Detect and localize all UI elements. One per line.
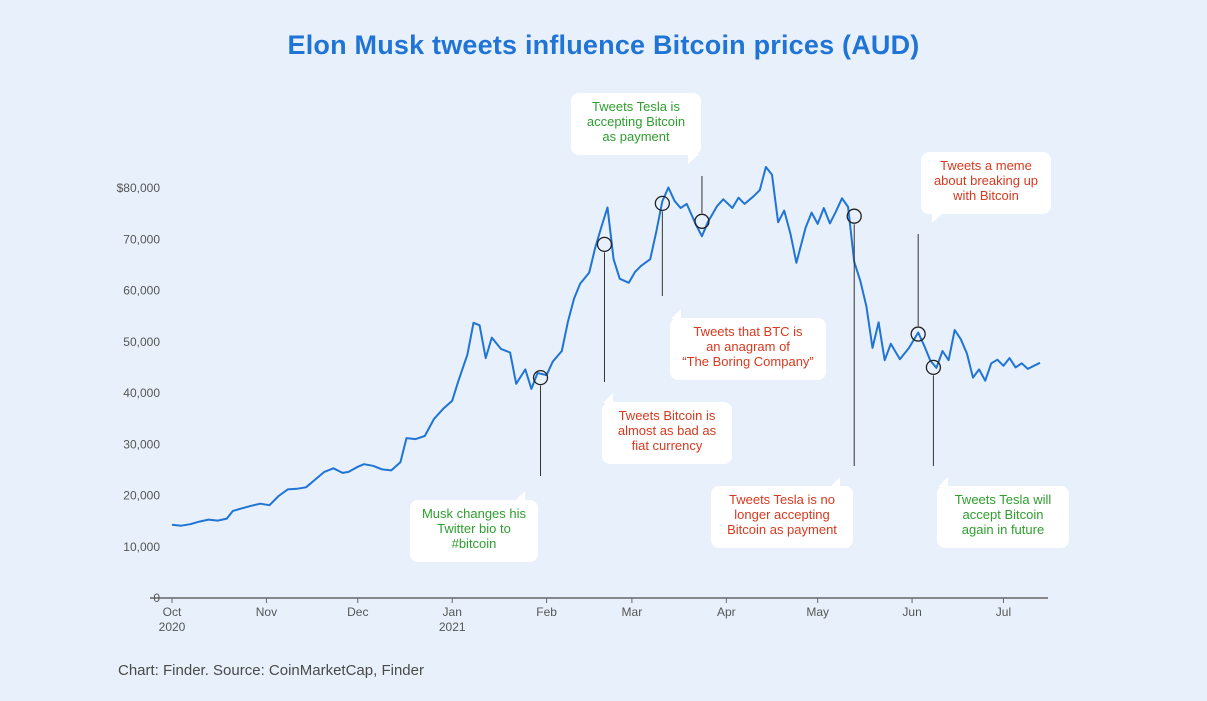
annotation-text: Tweets a meme bbox=[940, 158, 1032, 173]
annotation-text: Tweets Tesla will bbox=[955, 492, 1052, 507]
annotation-text: an anagram of bbox=[706, 339, 790, 354]
x-tick-label: May bbox=[806, 605, 829, 619]
chart-source: Chart: Finder. Source: CoinMarketCap, Fi… bbox=[118, 662, 424, 679]
annotation-marker bbox=[596, 236, 613, 253]
annotation-text: about breaking up bbox=[934, 173, 1038, 188]
annotation-text: Tweets that BTC is bbox=[693, 324, 803, 339]
annotation-text: almost as bad as bbox=[618, 423, 717, 438]
x-tick-label: Apr bbox=[717, 605, 736, 619]
x-tick-year-label: 2021 bbox=[439, 620, 466, 634]
annotation-text: #bitcoin bbox=[452, 536, 497, 551]
btc-price-line bbox=[171, 166, 1041, 527]
y-tick-label: 60,000 bbox=[123, 284, 160, 298]
annotation-text: accept Bitcoin bbox=[963, 507, 1044, 522]
x-tick-label: Feb bbox=[536, 605, 557, 619]
annotation-text: as payment bbox=[602, 129, 670, 144]
y-tick-label: $80,000 bbox=[117, 181, 161, 195]
annotation-tail bbox=[932, 213, 943, 223]
x-tick-label: Jan bbox=[443, 605, 462, 619]
annotation-marker bbox=[694, 213, 710, 229]
chart-title: Elon Musk tweets influence Bitcoin price… bbox=[287, 30, 920, 60]
annotation-tail bbox=[603, 393, 613, 403]
annotation-text: Tweets Tesla is bbox=[592, 99, 680, 114]
annotation-tail bbox=[671, 309, 681, 319]
annotation-text: with Bitcoin bbox=[952, 188, 1019, 203]
x-tick-year-label: 2020 bbox=[159, 620, 186, 634]
x-tick-label: Jul bbox=[996, 605, 1011, 619]
annotation-box bbox=[937, 486, 1069, 548]
annotation-tail bbox=[938, 477, 948, 487]
annotation-marker bbox=[910, 326, 926, 342]
x-tick-label: Jun bbox=[902, 605, 921, 619]
annotation-tail bbox=[515, 491, 525, 501]
annotation-text: “The Boring Company” bbox=[682, 354, 814, 369]
y-tick-label: 0 bbox=[153, 591, 160, 605]
annotation-marker bbox=[532, 369, 549, 386]
annotation-text: accepting Bitcoin bbox=[587, 114, 685, 129]
x-tick-label: Dec bbox=[347, 605, 368, 619]
y-tick-label: 50,000 bbox=[123, 335, 160, 349]
annotation-box bbox=[602, 402, 732, 464]
annotation-tail bbox=[830, 477, 840, 487]
x-tick-label: Nov bbox=[256, 605, 277, 619]
annotation-text: again in future bbox=[962, 522, 1044, 537]
annotation-text: longer accepting bbox=[734, 507, 829, 522]
annotation-box bbox=[571, 93, 701, 155]
annotation-text: fiat currency bbox=[632, 438, 703, 453]
y-tick-label: 30,000 bbox=[123, 437, 160, 451]
annotation-text: Tweets Tesla is no bbox=[729, 492, 835, 507]
y-tick-label: 70,000 bbox=[123, 232, 160, 246]
annotation-box bbox=[410, 500, 538, 562]
annotation-box bbox=[921, 152, 1051, 214]
annotation-marker bbox=[846, 208, 862, 224]
annotation-marker bbox=[925, 359, 942, 376]
x-tick-label: Oct bbox=[163, 605, 182, 619]
x-tick-label: Mar bbox=[622, 605, 643, 619]
annotation-box bbox=[711, 486, 853, 548]
annotation-tail bbox=[688, 154, 699, 164]
annotation-text: Musk changes his bbox=[422, 506, 527, 521]
y-tick-label: 20,000 bbox=[123, 489, 160, 503]
annotation-text: Tweets Bitcoin is bbox=[619, 408, 716, 423]
annotation-text: Bitcoin as payment bbox=[727, 522, 837, 537]
annotation-marker bbox=[654, 195, 670, 212]
annotation-text: Twitter bio to bbox=[437, 521, 511, 536]
annotation-box bbox=[670, 318, 826, 380]
y-tick-label: 10,000 bbox=[123, 540, 160, 554]
y-tick-label: 40,000 bbox=[123, 386, 160, 400]
